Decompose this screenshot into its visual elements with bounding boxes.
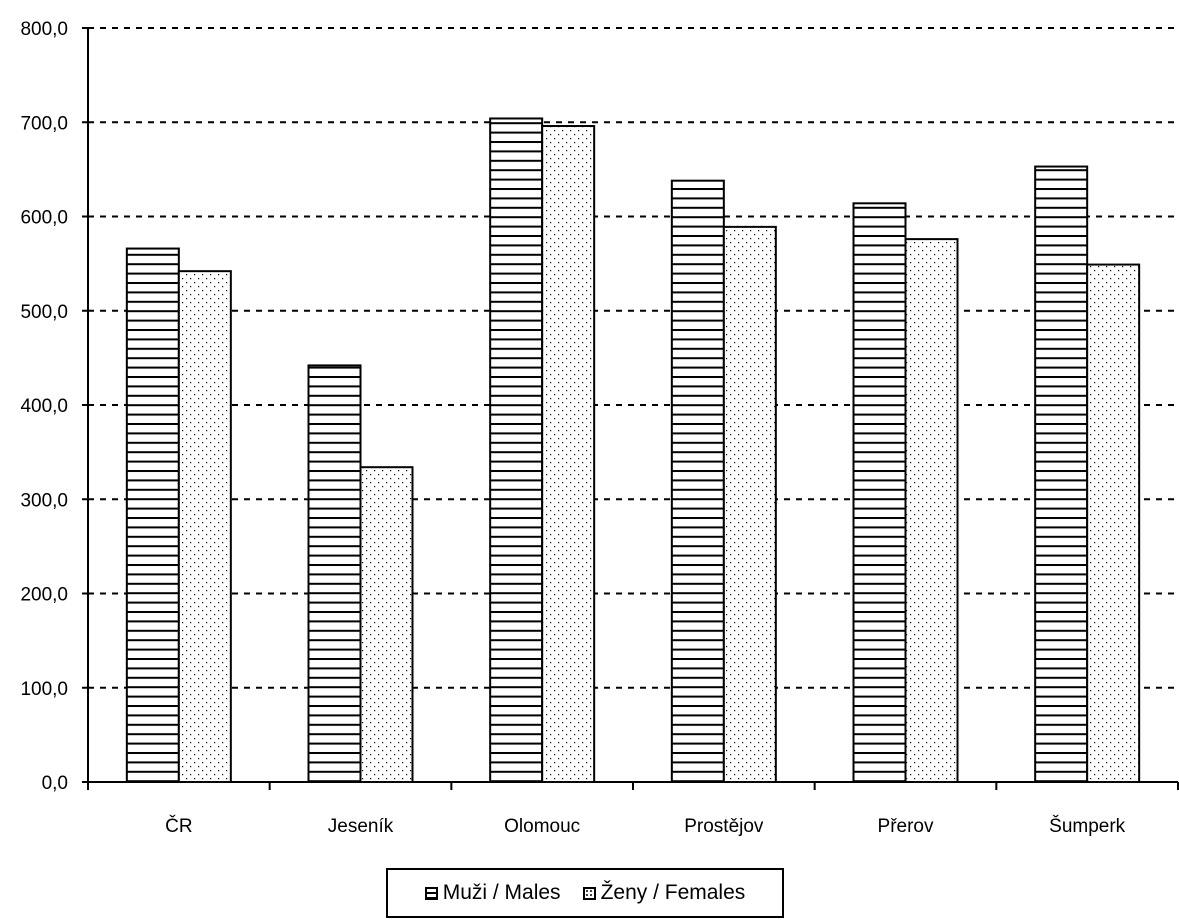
bars	[125, 117, 1141, 784]
x-tick-label: ČR	[165, 815, 192, 837]
x-tick-label: Prostějov	[684, 816, 764, 837]
legend-entry-females: Ženy / Females	[582, 881, 746, 905]
bar-males	[125, 247, 180, 784]
y-tick-label: 100,0	[20, 679, 68, 700]
legend-swatch-females	[582, 886, 596, 900]
y-tick-label: 600,0	[20, 208, 68, 229]
x-tick-label: Šumperk	[1049, 815, 1126, 837]
bar-males	[489, 117, 544, 784]
y-tick-label: 0,0	[42, 773, 68, 794]
y-tick-label: 500,0	[20, 302, 68, 323]
gridlines	[88, 27, 1178, 689]
bar-females	[359, 466, 414, 783]
tick-labels: 0,0 100,0 200,0 300,0 400,0 500,0 600,0 700,0 80…	[20, 19, 1125, 837]
y-tick-label: 700,0	[20, 113, 68, 134]
bar-males	[670, 179, 725, 783]
x-tick-label: Jeseník	[328, 816, 394, 837]
y-tick-label: 300,0	[20, 490, 68, 511]
x-tick-label: Olomouc	[504, 816, 580, 837]
bar-males	[1034, 165, 1089, 784]
y-tick-label: 400,0	[20, 396, 68, 417]
legend-entry-males: Muži / Males	[424, 881, 561, 905]
axes	[82, 27, 1179, 790]
x-tick-label: Přerov	[878, 816, 934, 837]
legend-label-females: Ženy / Females	[600, 881, 746, 904]
bar-females	[177, 270, 232, 783]
y-tick-label: 200,0	[20, 585, 68, 606]
legend: Muži / Males Ženy / Females	[386, 868, 784, 918]
legend-label-males: Muži / Males	[442, 881, 561, 904]
bar-females	[904, 238, 959, 783]
bar-females	[541, 125, 596, 783]
bar-females	[722, 225, 777, 783]
legend-swatch-males	[424, 886, 438, 900]
bar-males	[307, 364, 362, 783]
y-tick-label: 800,0	[20, 19, 68, 40]
bar-females	[1086, 263, 1141, 783]
bar-males	[852, 202, 907, 783]
bar-chart: 0,0 100,0 200,0 300,0 400,0 500,0 600,0 700,0 80…	[20, 19, 1179, 837]
